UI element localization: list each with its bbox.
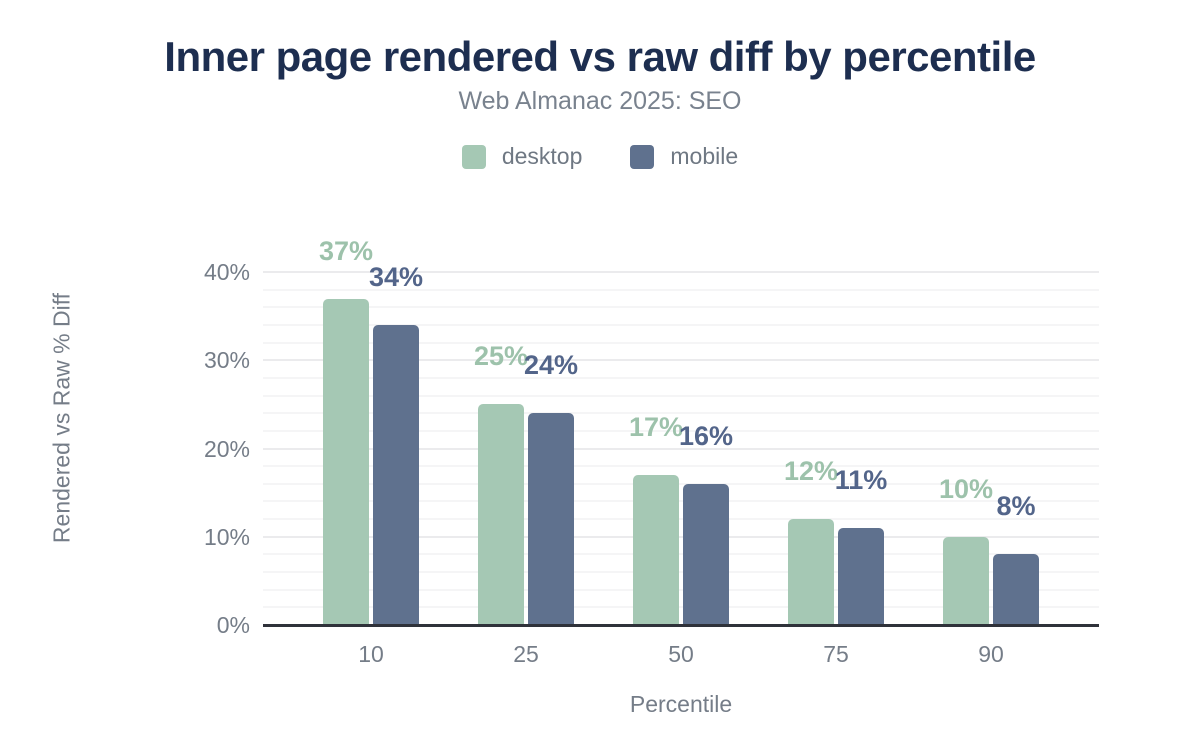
y-tick-label: 20% [203, 435, 250, 462]
gridline-major [263, 359, 1099, 362]
bar-mobile-p50 [683, 483, 729, 625]
legend-item-desktop: desktop [461, 143, 583, 170]
gridline-minor [263, 306, 1099, 309]
gridline-minor [263, 500, 1099, 503]
bar-mobile-p75 [838, 527, 884, 625]
gridline-minor [263, 588, 1099, 591]
legend-label-mobile: mobile [670, 143, 739, 169]
gridline-minor [263, 288, 1099, 291]
gridline-minor [263, 482, 1099, 485]
x-tick-label-75: 75 [823, 641, 849, 667]
y-axis-title: Rendered vs Raw % Diff [48, 292, 75, 544]
gridline-minor [263, 429, 1099, 432]
bar-desktop-p10 [323, 298, 369, 625]
y-tick-label: 0% [216, 612, 250, 638]
gridline-major [263, 447, 1099, 450]
bar-label-desktop-p90: 10% [938, 473, 994, 504]
bar-mobile-p90 [993, 554, 1039, 625]
chart-subtitle: Web Almanac 2025: SEO [458, 87, 742, 115]
x-axis-line [263, 624, 1099, 627]
legend: desktop mobile [0, 143, 1200, 170]
bar-desktop-p75 [788, 519, 834, 625]
bar-label-desktop-p50: 17% [628, 412, 684, 443]
gridline-minor [263, 376, 1099, 379]
bar-mobile-p10 [373, 325, 419, 625]
legend-item-mobile: mobile [630, 143, 738, 170]
bar-label-mobile-p90: 8% [996, 491, 1036, 522]
chart-title: Inner page rendered vs raw diff by perce… [164, 33, 1036, 80]
gridline-minor [263, 341, 1099, 344]
bar-label-desktop-p75: 12% [783, 456, 839, 487]
bar-desktop-p25 [478, 404, 524, 625]
gridline-minor [263, 412, 1099, 415]
mobile-series-swatch-icon [630, 144, 655, 169]
bar-label-desktop-p25: 25% [473, 341, 529, 372]
gridline-minor [263, 465, 1099, 468]
gridline-minor [263, 606, 1099, 609]
desktop-series-swatch-icon [461, 144, 486, 169]
x-tick-label-90: 90 [978, 641, 1004, 667]
bar-label-mobile-p25: 24% [523, 350, 579, 381]
legend-label-desktop: desktop [501, 143, 583, 169]
gridline-major [263, 271, 1099, 274]
bar-label-mobile-p10: 34% [368, 262, 424, 293]
gridline-minor [263, 324, 1099, 327]
gridline-major [263, 535, 1099, 538]
bar-mobile-p25 [528, 413, 574, 625]
bar-label-mobile-p50: 16% [678, 420, 734, 451]
plot-area: 37% 34% 25% 24% 17% 16% 12% 11% 10% 8% [263, 228, 1099, 625]
gridline-minor [263, 394, 1099, 397]
x-tick-label-10: 10 [358, 641, 384, 667]
y-tick-label: 10% [203, 523, 250, 550]
bar-label-desktop-p10: 37% [318, 235, 374, 266]
x-axis-title: Percentile [629, 691, 733, 717]
x-tick-label-50: 50 [668, 641, 694, 667]
x-tick-label-25: 25 [513, 641, 539, 667]
bar-label-mobile-p75: 11% [834, 464, 888, 495]
y-tick-label: 30% [203, 347, 250, 374]
gridline-minor [263, 553, 1099, 556]
y-tick-label: 40% [203, 259, 250, 286]
bar-desktop-p50 [633, 475, 679, 625]
bar-desktop-p90 [943, 536, 989, 625]
gridline-minor [263, 518, 1099, 521]
gridline-minor [263, 571, 1099, 574]
